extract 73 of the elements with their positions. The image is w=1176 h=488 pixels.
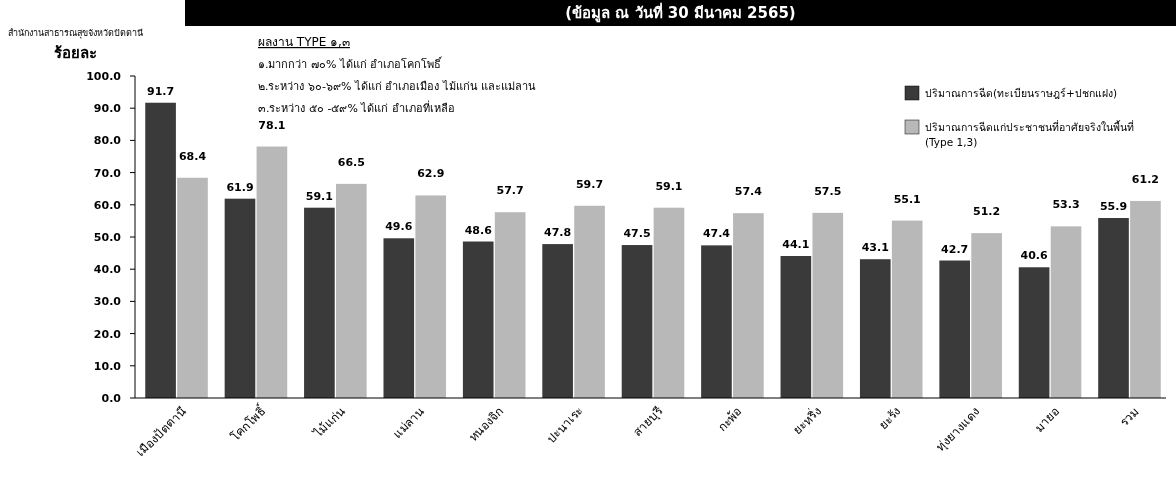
bar [224, 198, 256, 398]
data-label: 43.1 [861, 241, 889, 255]
bar [1098, 218, 1129, 398]
bar [812, 212, 844, 398]
bar [859, 259, 891, 398]
data-label: 55.1 [893, 192, 921, 206]
y-tick-label: 40.0 [93, 263, 122, 277]
bar [335, 183, 367, 398]
bar [1130, 200, 1161, 398]
data-label: 68.4 [178, 149, 207, 163]
data-label: 59.1 [655, 179, 683, 193]
bar [462, 241, 494, 398]
data-label: 57.5 [814, 184, 842, 198]
chart-subtitle: (ข้อมูล ณ วันที่ 30 มีนาคม 2565) [565, 2, 796, 23]
y-tick-label: 50.0 [93, 231, 122, 244]
data-label: 44.1 [782, 238, 810, 251]
y-tick-label: 20.0 [93, 327, 122, 341]
y-tick-label: 100.0 [86, 70, 122, 83]
y-tick-label: 80.0 [93, 134, 122, 148]
bar [653, 207, 685, 398]
bar [574, 205, 605, 398]
bar [145, 102, 176, 398]
y-tick-label: 30.0 [93, 295, 122, 309]
y-tick-label: 0.0 [101, 392, 122, 405]
bar [1050, 226, 1082, 398]
annotation: ๓.ระหว่าง ๕๐ -๕๙% ได้แก่ อำเภอที่เหลือ [258, 100, 455, 115]
data-label: 47.4 [702, 227, 731, 241]
bar [971, 233, 1002, 398]
data-label: 40.6 [1020, 249, 1049, 263]
bar [383, 238, 415, 398]
data-label: 53.3 [1052, 198, 1080, 212]
bar [621, 245, 653, 398]
bar [891, 220, 923, 398]
data-label: 48.6 [464, 223, 493, 237]
data-label: 91.7 [147, 84, 175, 98]
bar [415, 195, 447, 398]
bar [542, 244, 573, 398]
data-label: 59.1 [305, 189, 333, 203]
data-label: 57.7 [496, 184, 524, 198]
data-label: 57.4 [734, 185, 763, 199]
data-label: 47.8 [544, 226, 572, 240]
bar [177, 177, 208, 398]
text: ๑.มากกว่า ๗๐% ได้แก่ อำเภอโคกโพธิ์ [258, 56, 444, 71]
annotation: ๒.ระหว่าง ๖๐-๖๙% ได้แก่ อำเภอเมือง ไม้แก่น และแม่ลาน [258, 80, 537, 93]
bar [304, 207, 335, 398]
legend-label: ปริมาณการฉีดแก่ประชาชนที่อาศัยจริงในพื้นที่ (Type 1,3) [925, 120, 1134, 148]
bar [256, 146, 288, 398]
y-tick-label: 60.0 [93, 198, 122, 212]
y-axis-title: ร้อยละ [53, 44, 97, 62]
data-label: 59.7 [575, 177, 604, 191]
data-label: 61.9 [226, 180, 254, 194]
data-label: 78.1 [258, 118, 286, 132]
y-tick-label: 10.0 [93, 359, 122, 373]
data-label: 49.6 [385, 220, 413, 234]
legend-label: ปริมาณการฉีด(ทะเบียนราษฎร์+ปชกแฝง) [925, 87, 1117, 99]
data-label: 62.9 [417, 167, 445, 181]
data-label: 55.9 [1099, 200, 1128, 213]
data-label: 51.2 [973, 205, 1001, 219]
bar [701, 245, 732, 398]
data-label: 66.5 [337, 155, 365, 169]
data-label: 47.5 [623, 227, 651, 241]
bar [1018, 267, 1050, 398]
data-label: 61.2 [1131, 172, 1159, 186]
bar [939, 260, 971, 398]
x-tick-label: รวม [1116, 404, 1142, 429]
bar [494, 212, 526, 398]
data-label: 42.7 [941, 242, 969, 256]
y-tick-label: 90.0 [93, 102, 122, 116]
y-tick-label: 70.0 [93, 166, 122, 180]
bar [733, 213, 764, 398]
text: สำนักงานสาธารณสุขจังหวัดปัตตานี [8, 28, 143, 39]
text: ผลงาน TYPE ๑,๓ [258, 35, 350, 49]
bar [780, 256, 812, 398]
